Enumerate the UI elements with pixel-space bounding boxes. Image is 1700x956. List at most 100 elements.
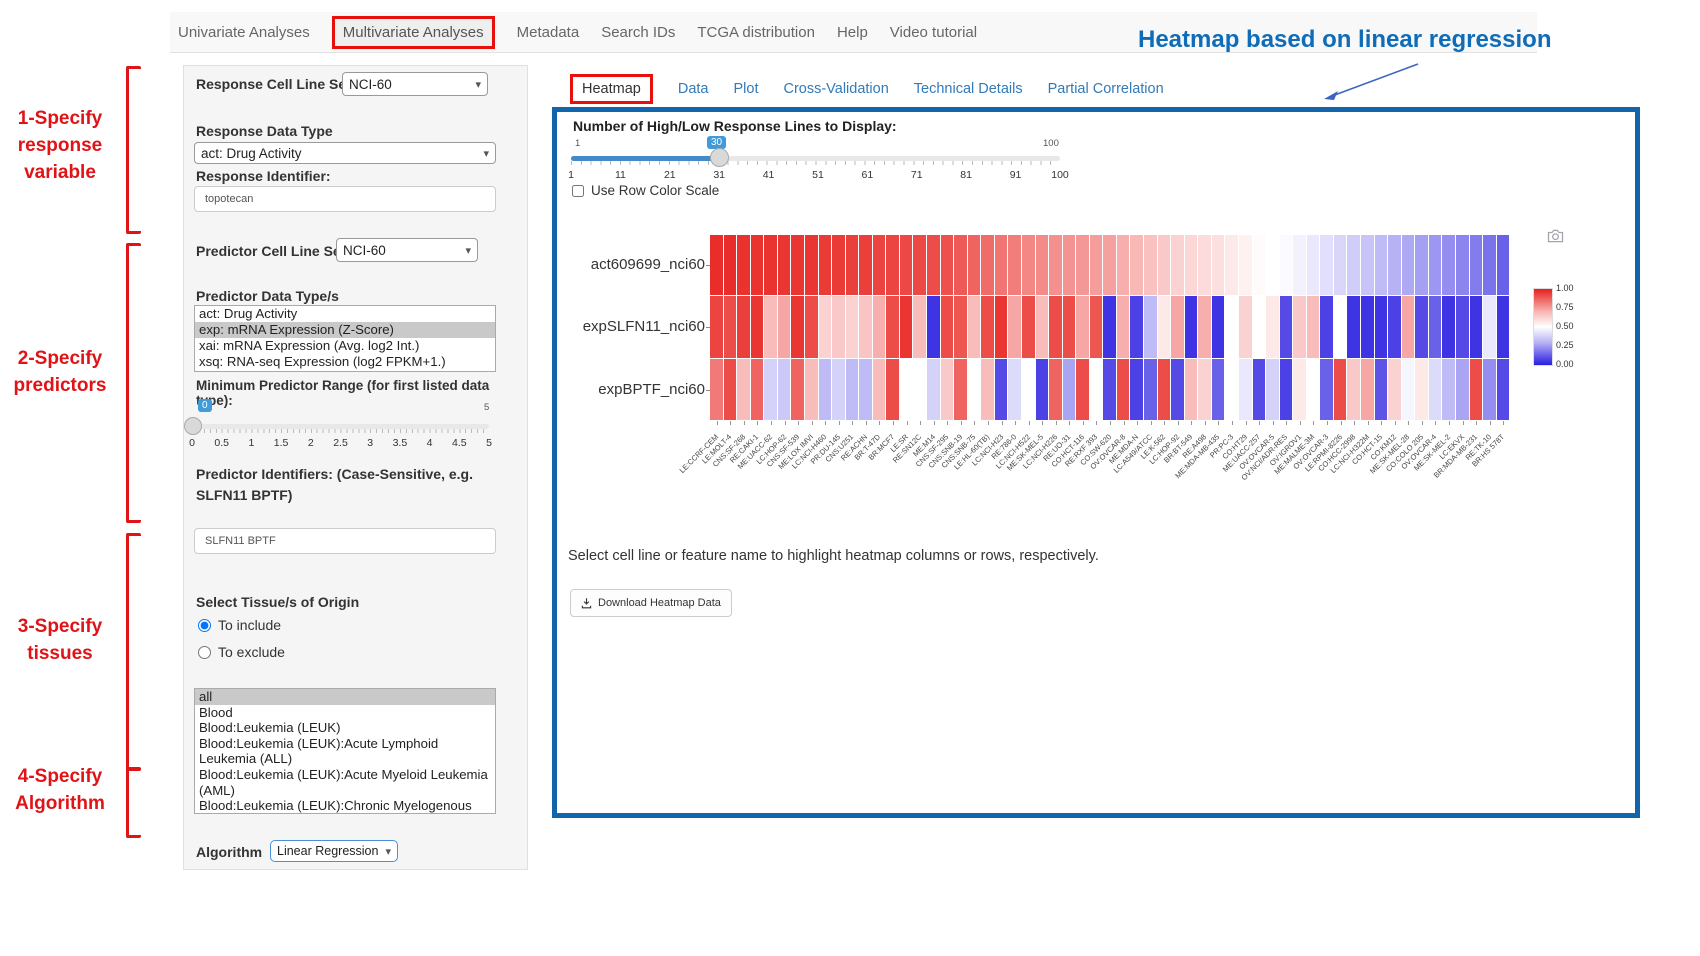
heatmap-cell: [1225, 235, 1238, 295]
heatmap-col-tick: [1259, 421, 1260, 425]
heatmap-row-label-act609699-nci60[interactable]: act609699_nci60: [565, 256, 705, 273]
heatmap-cell: [846, 296, 859, 358]
heatmap-col-tick: [1381, 421, 1382, 425]
heatmap-col-tick: [825, 421, 826, 425]
step-label-response: 1-Specify response variable: [6, 105, 114, 186]
nav-item-metadata[interactable]: Metadata: [517, 24, 580, 41]
heatmap-cell: [1103, 359, 1116, 420]
lines-slider-handle[interactable]: [710, 148, 729, 167]
predictor-type-option-xsq[interactable]: xsq: RNA-seq Expression (log2 FPKM+1.): [195, 354, 495, 370]
colorbar-tick-0.25: 0.25: [1556, 340, 1574, 350]
heatmap-cell: [886, 296, 899, 358]
heatmap-cell: [1347, 359, 1360, 420]
heatmap-cell: [791, 359, 804, 420]
heatmap-col-tick: [1056, 421, 1057, 425]
tissue-option-blood-leukemia-leuk[interactable]: Blood:Leukemia (LEUK): [195, 720, 495, 736]
heatmap-cell: [1198, 235, 1211, 295]
predictor-type-option-xai[interactable]: xai: mRNA Expression (Avg. log2 Int.): [195, 338, 495, 354]
nav-item-multivariate-analyses[interactable]: Multivariate Analyses: [332, 16, 495, 49]
tissue-listbox[interactable]: allBloodBlood:Leukemia (LEUK)Blood:Leuke…: [194, 688, 496, 814]
heatmap-cell: [805, 296, 818, 358]
predictor-type-option-act[interactable]: act: Drug Activity: [195, 306, 495, 322]
heatmap-cell: [913, 296, 926, 358]
heatmap-cell: [1470, 296, 1483, 358]
min-range-slider-handle[interactable]: [184, 417, 202, 435]
heatmap-col-tick: [1042, 421, 1043, 425]
heatmap-col-tick: [1069, 421, 1070, 425]
tissue-option-blood-leukemia-leuk-acute-lymphoid-leuke[interactable]: Blood:Leukemia (LEUK):Acute Lymphoid Leu…: [195, 736, 495, 767]
tab-plot[interactable]: Plot: [733, 81, 758, 97]
heatmap-col-tick: [1327, 421, 1328, 425]
heatmap-col-tick: [798, 421, 799, 425]
algorithm-select[interactable]: Linear Regression▾: [270, 840, 398, 862]
tissue-option-all[interactable]: all: [195, 689, 495, 705]
predictor-identifiers-input[interactable]: [194, 528, 496, 554]
response-cell-line-set-value: NCI-60: [349, 77, 392, 92]
heatmap-col-tick: [744, 421, 745, 425]
tissue-option-blood[interactable]: Blood: [195, 705, 495, 721]
tissue-option-blood-leukemia-leuk-chronic-myelogenous-[interactable]: Blood:Leukemia (LEUK):Chronic Myelogenou…: [195, 798, 495, 814]
tab-cross-validation[interactable]: Cross-Validation: [783, 81, 888, 97]
heatmap-cell: [1090, 235, 1103, 295]
nav-item-univariate-analyses[interactable]: Univariate Analyses: [178, 24, 310, 41]
heatmap-cell: [1293, 359, 1306, 420]
heatmap-col-tick: [1015, 421, 1016, 425]
predictor-data-types-listbox[interactable]: act: Drug Activityexp: mRNA Expression (…: [194, 305, 496, 372]
heatmap-cell: [900, 296, 913, 358]
lines-slider-max-label: 100: [1043, 138, 1059, 149]
lines-slider-ruler: [571, 161, 1060, 165]
heatmap-cell: [1158, 296, 1171, 358]
heatmap-cell: [1266, 235, 1279, 295]
tissue-radio-to-exclude[interactable]: [198, 646, 211, 659]
heatmap-row-expslfn11-nci60: [710, 296, 1510, 358]
heatmap-cell: [954, 359, 967, 420]
tab-technical-details[interactable]: Technical Details: [914, 81, 1023, 97]
response-data-type-select[interactable]: act: Drug Activity▾: [194, 142, 496, 164]
response-cell-line-set-select[interactable]: NCI-60▾: [342, 72, 488, 96]
heatmap-col-tick: [1476, 421, 1477, 425]
predictor-cell-line-set-value: NCI-60: [343, 243, 386, 258]
heatmap-cell: [1347, 235, 1360, 295]
heatmap-cell: [873, 235, 886, 295]
annotation-arrow-icon: [1300, 58, 1430, 106]
tab-heatmap[interactable]: Heatmap: [570, 74, 653, 104]
heatmap-cell: [1320, 296, 1333, 358]
heatmap-cell: [1497, 235, 1510, 295]
predictor-type-option-exp[interactable]: exp: mRNA Expression (Z-Score): [195, 322, 495, 338]
tab-data[interactable]: Data: [678, 81, 709, 97]
heatmap-cell: [1198, 296, 1211, 358]
response-identifier-input[interactable]: [194, 186, 496, 212]
heatmap-cell: [724, 235, 737, 295]
lines-slider-tick-11: 11: [615, 169, 626, 181]
heatmap-cell: [968, 359, 981, 420]
heatmap-cell: [724, 296, 737, 358]
nav-item-video-tutorial[interactable]: Video tutorial: [890, 24, 977, 41]
heatmap-cell: [1429, 296, 1442, 358]
heatmap-cell: [913, 235, 926, 295]
heatmap-cell: [873, 359, 886, 420]
heatmap-row-label-expbptf-nci60[interactable]: expBPTF_nci60: [565, 381, 705, 398]
heatmap-cell: [819, 296, 832, 358]
heatmap-cell: [927, 235, 940, 295]
heatmap-cell: [1415, 359, 1428, 420]
heatmap-col-tick: [879, 421, 880, 425]
predictor-cell-line-set-select[interactable]: NCI-60▾: [336, 238, 478, 262]
nav-item-search-ids[interactable]: Search IDs: [601, 24, 675, 41]
camera-icon[interactable]: [1547, 229, 1564, 243]
nav-item-help[interactable]: Help: [837, 24, 868, 41]
tab-partial-correlation[interactable]: Partial Correlation: [1048, 81, 1164, 97]
row-color-scale-label: Use Row Color Scale: [591, 183, 719, 198]
heatmap-col-tick: [1273, 421, 1274, 425]
tissue-radio-to-include[interactable]: [198, 619, 211, 632]
download-heatmap-button[interactable]: Download Heatmap Data: [570, 589, 732, 617]
heatmap-row-label-expslfn11-nci60[interactable]: expSLFN11_nci60: [565, 318, 705, 335]
heatmap-col-tick: [947, 421, 948, 425]
heatmap-cell: [1483, 296, 1496, 358]
tissue-option-blood-leukemia-leuk-acute-myeloid-leukem[interactable]: Blood:Leukemia (LEUK):Acute Myeloid Leuk…: [195, 767, 495, 798]
heatmap-cell: [1185, 359, 1198, 420]
lines-slider-tick-100: 100: [1051, 169, 1069, 181]
colorbar-tick-1.00: 1.00: [1556, 283, 1574, 293]
nav-item-tcga-distribution[interactable]: TCGA distribution: [697, 24, 815, 41]
heatmap-cell: [1388, 296, 1401, 358]
row-color-scale-checkbox[interactable]: [572, 185, 584, 197]
